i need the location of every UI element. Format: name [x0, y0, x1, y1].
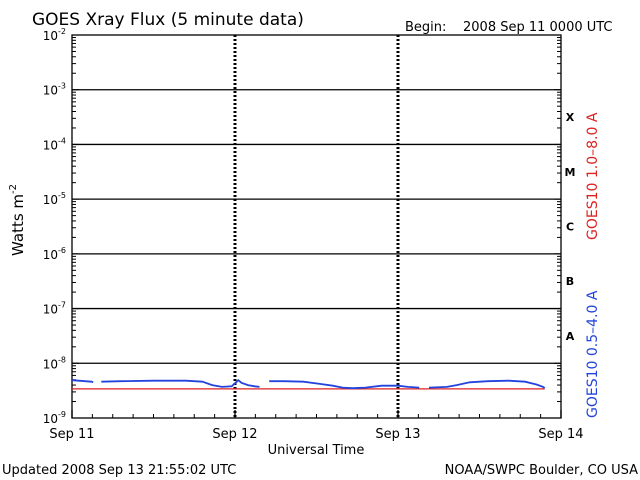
x-axis-label: Universal Time [268, 443, 365, 458]
credit-text: NOAA/SWPC Boulder, CO USA [445, 463, 638, 478]
y-tick-label: 10-6 [43, 246, 66, 262]
y-axis-label: Watts m-2 [8, 184, 27, 256]
x-tick-label: Sep 14 [538, 427, 583, 442]
x-tick-label: Sep 13 [375, 427, 420, 442]
y-axis-label-text: Watts m [9, 194, 27, 256]
plot-frame [71, 34, 562, 419]
series-line-short [71, 379, 94, 384]
y-tick-label: 10-4 [43, 136, 66, 152]
y-tick-label: 10-7 [43, 301, 66, 317]
begin-label: Begin: [405, 20, 446, 35]
y-tick-label: 10-5 [43, 191, 66, 207]
y-axis-label-exponent: -2 [8, 184, 19, 194]
flare-class-label: A [566, 330, 575, 343]
series-line-short [428, 379, 546, 389]
flare-class-label: M [565, 166, 576, 179]
x-tick-label: Sep 12 [212, 427, 257, 442]
legend-series-short: GOES10 0.5–4.0 A [585, 290, 601, 418]
chart-title: GOES Xray Flux (5 minute data) [32, 10, 304, 30]
svg-text:Watts m-2: Watts m-2 [8, 184, 27, 256]
y-tick-label: 10-2 [43, 27, 66, 43]
x-tick-label: Sep 11 [49, 427, 94, 442]
series-line-short [101, 379, 260, 388]
flare-class-label: X [566, 111, 575, 124]
begin-value: 2008 Sep 11 0000 UTC [463, 20, 613, 35]
updated-timestamp: Updated 2008 Sep 13 21:55:02 UTC [2, 463, 236, 478]
flare-class-label: B [566, 275, 574, 288]
y-tick-label: 10-9 [43, 410, 66, 426]
y-tick-label: 10-8 [43, 355, 66, 371]
flare-class-label: C [566, 221, 574, 234]
legend-series-long: GOES10 1.0–8.0 A [585, 112, 601, 240]
y-tick-label: 10-3 [43, 82, 66, 98]
series-line-short [269, 380, 420, 390]
